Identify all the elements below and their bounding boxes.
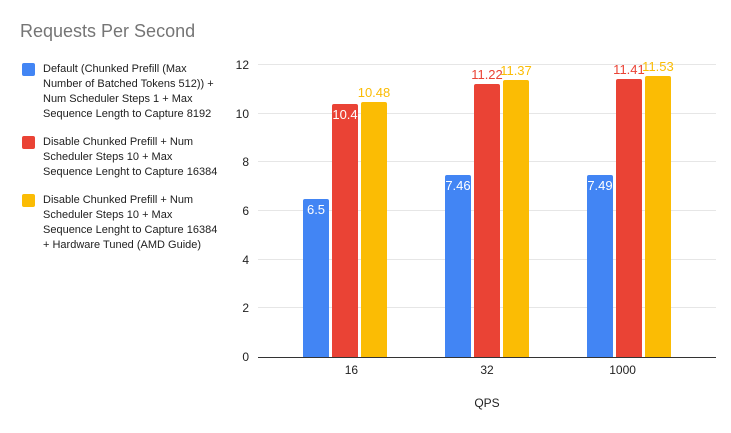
bar-value-label: 11.41 [613, 62, 645, 78]
legend-item-1: Disable Chunked Prefill + Num Scheduler … [22, 135, 222, 180]
bar-groups: 6.5 10.4 10.48 7.46 11.22 11.37 7.49 11.41 11.53 [258, 59, 716, 357]
plot-area: 0 2 4 6 8 10 12 6.5 10.4 10.48 7.46 11.22 11.37 7.49 1… [236, 58, 716, 364]
y-tick-label-0: 0 [242, 350, 249, 364]
legend-swatch-icon [22, 63, 35, 76]
legend-swatch-icon [22, 194, 35, 207]
bar-value-label: 10.48 [357, 85, 391, 100]
y-tick-label-10: 10 [235, 106, 249, 121]
bar-series0-16: 6.5 [303, 198, 329, 357]
bar-series1-1000: 11.41 [613, 62, 645, 357]
bar-series2-1000: 11.53 [642, 59, 674, 357]
bar-value-label: 11.22 [471, 66, 503, 82]
bar-value-label: 11.53 [642, 59, 674, 75]
bar-series0-1000: 7.49 [586, 174, 613, 357]
legend-label: Disable Chunked Prefill + Num Scheduler … [43, 136, 218, 178]
bar-group-1000: 7.49 11.41 11.53 [558, 59, 700, 357]
bar-group-32: 7.46 11.22 11.37 [416, 63, 558, 357]
legend-item-0: Default (Chunked Prefill (Max Number of … [22, 62, 222, 122]
x-tick-label-32: 32 [480, 363, 494, 377]
gridline-y-12 [258, 64, 716, 65]
legend-item-2: Disable Chunked Prefill + Num Scheduler … [22, 193, 222, 253]
x-axis-tick-labels: 16 32 1000 [258, 363, 716, 377]
y-tick-label-8: 8 [242, 155, 249, 170]
legend-swatch-icon [22, 136, 35, 149]
bar-value-label: 11.37 [500, 63, 532, 79]
bar-value-label: 10.4 [332, 106, 358, 122]
bar-series1-16: 10.4 [332, 103, 358, 357]
bar-value-label: 7.46 [445, 178, 471, 194]
bar-series2-32: 11.37 [500, 63, 532, 357]
x-tick-label-1000: 1000 [609, 363, 636, 377]
bar-series2-16: 10.48 [358, 85, 390, 357]
bar-value-label: 7.49 [587, 177, 613, 193]
chart-title: Requests Per Second [20, 21, 196, 41]
y-tick-label-12: 12 [235, 58, 249, 72]
bar-series0-32: 7.46 [444, 175, 471, 357]
bar-series1-32: 11.22 [471, 67, 503, 357]
y-tick-label-2: 2 [242, 301, 249, 316]
chart-legend: Default (Chunked Prefill (Max Number of … [22, 62, 222, 266]
bar-value-label: 6.5 [306, 201, 326, 217]
x-axis-title: QPS [474, 396, 500, 410]
legend-label: Default (Chunked Prefill (Max Number of … [43, 63, 214, 120]
y-tick-label-6: 6 [242, 204, 249, 218]
y-tick-label-4: 4 [242, 252, 249, 267]
x-tick-label-16: 16 [344, 363, 359, 377]
bar-group-16: 6.5 10.4 10.48 [274, 65, 416, 357]
legend-label: Disable Chunked Prefill + Num Scheduler … [43, 194, 218, 251]
